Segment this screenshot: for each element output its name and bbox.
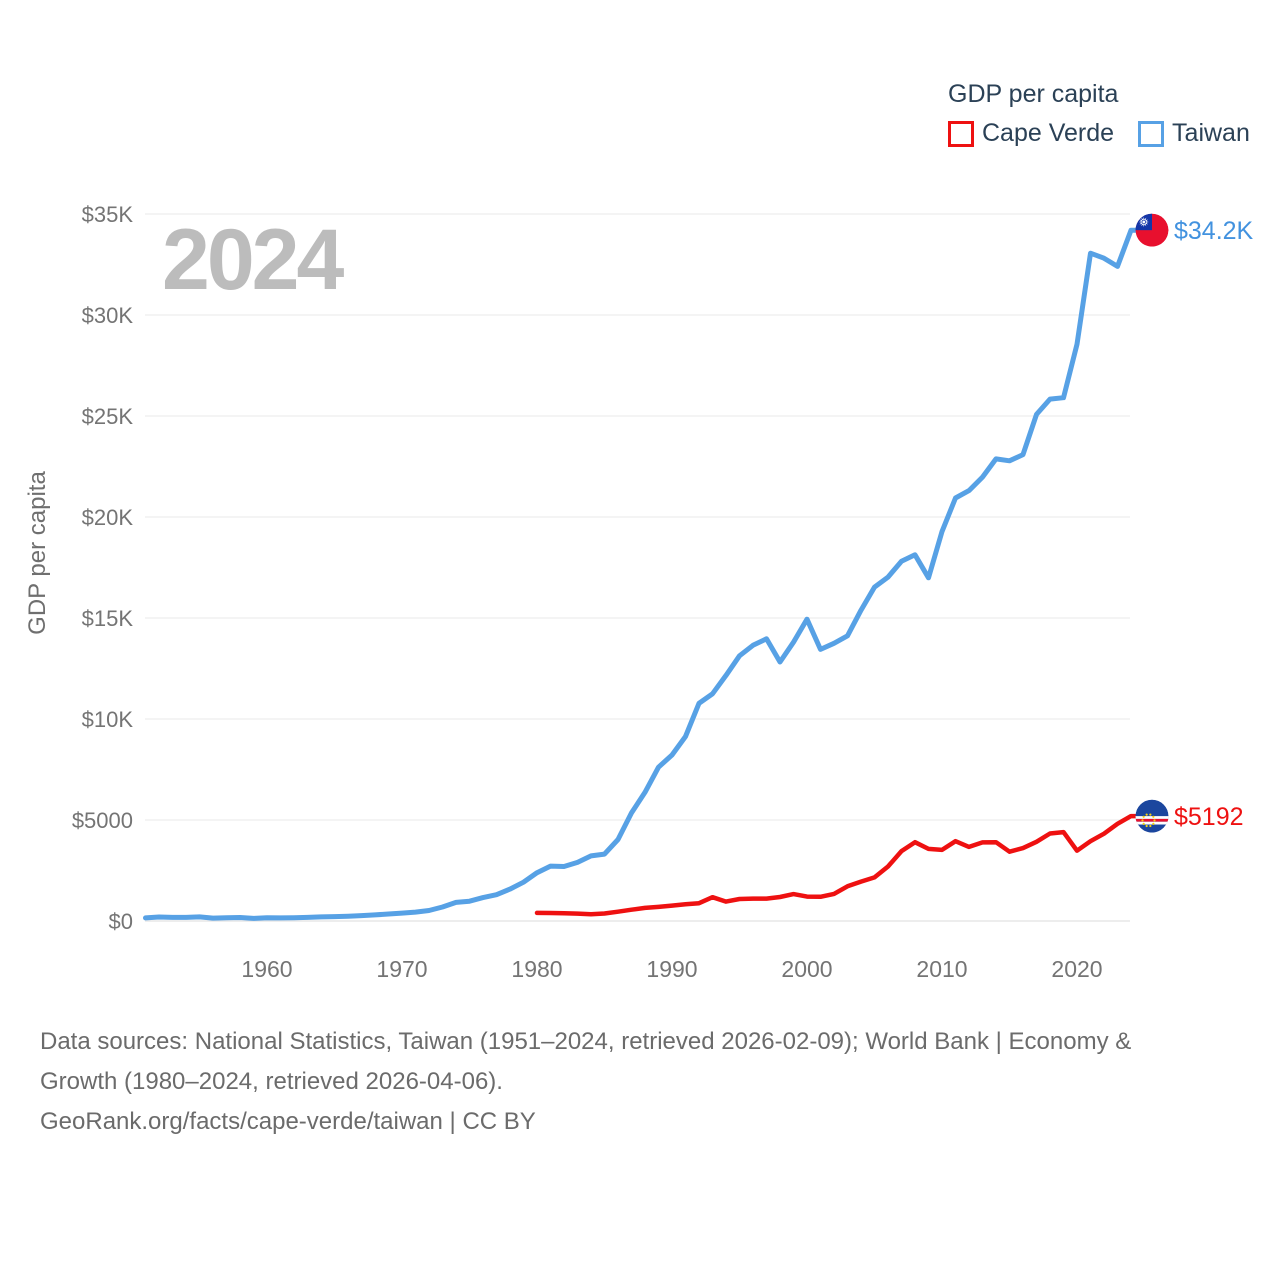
x-tick-label: 1980 — [511, 956, 562, 982]
legend-item-label-taiwan: Taiwan — [1172, 119, 1250, 147]
footer: Data sources: National Statistics, Taiwa… — [40, 1022, 1131, 1142]
chart-legend: GDP per capita Cape Verde Taiwan — [948, 80, 1250, 148]
x-tick-label: 2000 — [781, 956, 832, 982]
x-tick-label: 1970 — [376, 956, 427, 982]
data-sources-line-2: Growth (1980–2024, retrieved 2026-04-06)… — [40, 1068, 503, 1095]
y-tick-label: $20K — [82, 505, 134, 530]
series-line-taiwan — [143, 227, 1155, 921]
cape-verde-stars — [1141, 813, 1156, 828]
legend-item-cape-verde[interactable]: Cape Verde — [948, 119, 1114, 148]
y-tick-label: $25K — [82, 404, 134, 429]
y-tick-label: $35K — [82, 202, 134, 227]
legend-items: Cape Verde Taiwan — [948, 119, 1250, 148]
x-tick-label: 1990 — [646, 956, 697, 982]
taiwan-end-value-label: $34.2K — [1174, 217, 1254, 245]
cape-verde-swatch-icon — [948, 120, 974, 147]
cape-verde-flag-marker — [1135, 799, 1169, 833]
data-sources-line-1: Data sources: National Statistics, Taiwa… — [40, 1028, 1132, 1055]
watermark-year: 2024 — [162, 212, 344, 308]
legend-item-taiwan[interactable]: Taiwan — [1138, 119, 1250, 148]
y-tick-label: $15K — [82, 606, 134, 631]
y-tick-label: $10K — [82, 707, 134, 732]
taiwan-swatch-icon — [1138, 120, 1165, 147]
x-tick-label: 2010 — [916, 956, 967, 982]
attribution-line: GeoRank.org/facts/cape-verde/taiwan | CC… — [40, 1108, 536, 1135]
x-tick-label: 2020 — [1051, 956, 1102, 982]
series-line-cape-verde — [534, 813, 1155, 917]
y-tick-label: $30K — [82, 303, 134, 328]
y-tick-label: $5000 — [72, 808, 133, 833]
taiwan-flag-marker — [1135, 213, 1169, 247]
y-axis-title: GDP per capita — [24, 471, 51, 635]
y-tick-label: $0 — [109, 909, 133, 934]
legend-title: GDP per capita — [948, 80, 1119, 108]
cape-verde-end-value-label: $5192 — [1174, 803, 1244, 831]
legend-item-label-cape-verde: Cape Verde — [982, 119, 1115, 147]
gdp-line-chart: 2024 GDP per capita $0$5000$10K$15K$20K$… — [24, 202, 1254, 982]
taiwan-sun-icon — [1138, 216, 1149, 227]
chart-plot-area: $0 $5000 $10K $15K $20K $25K $30K $35K 1960 1970 1… — [72, 202, 1155, 982]
x-tick-label: 1960 — [241, 956, 292, 982]
